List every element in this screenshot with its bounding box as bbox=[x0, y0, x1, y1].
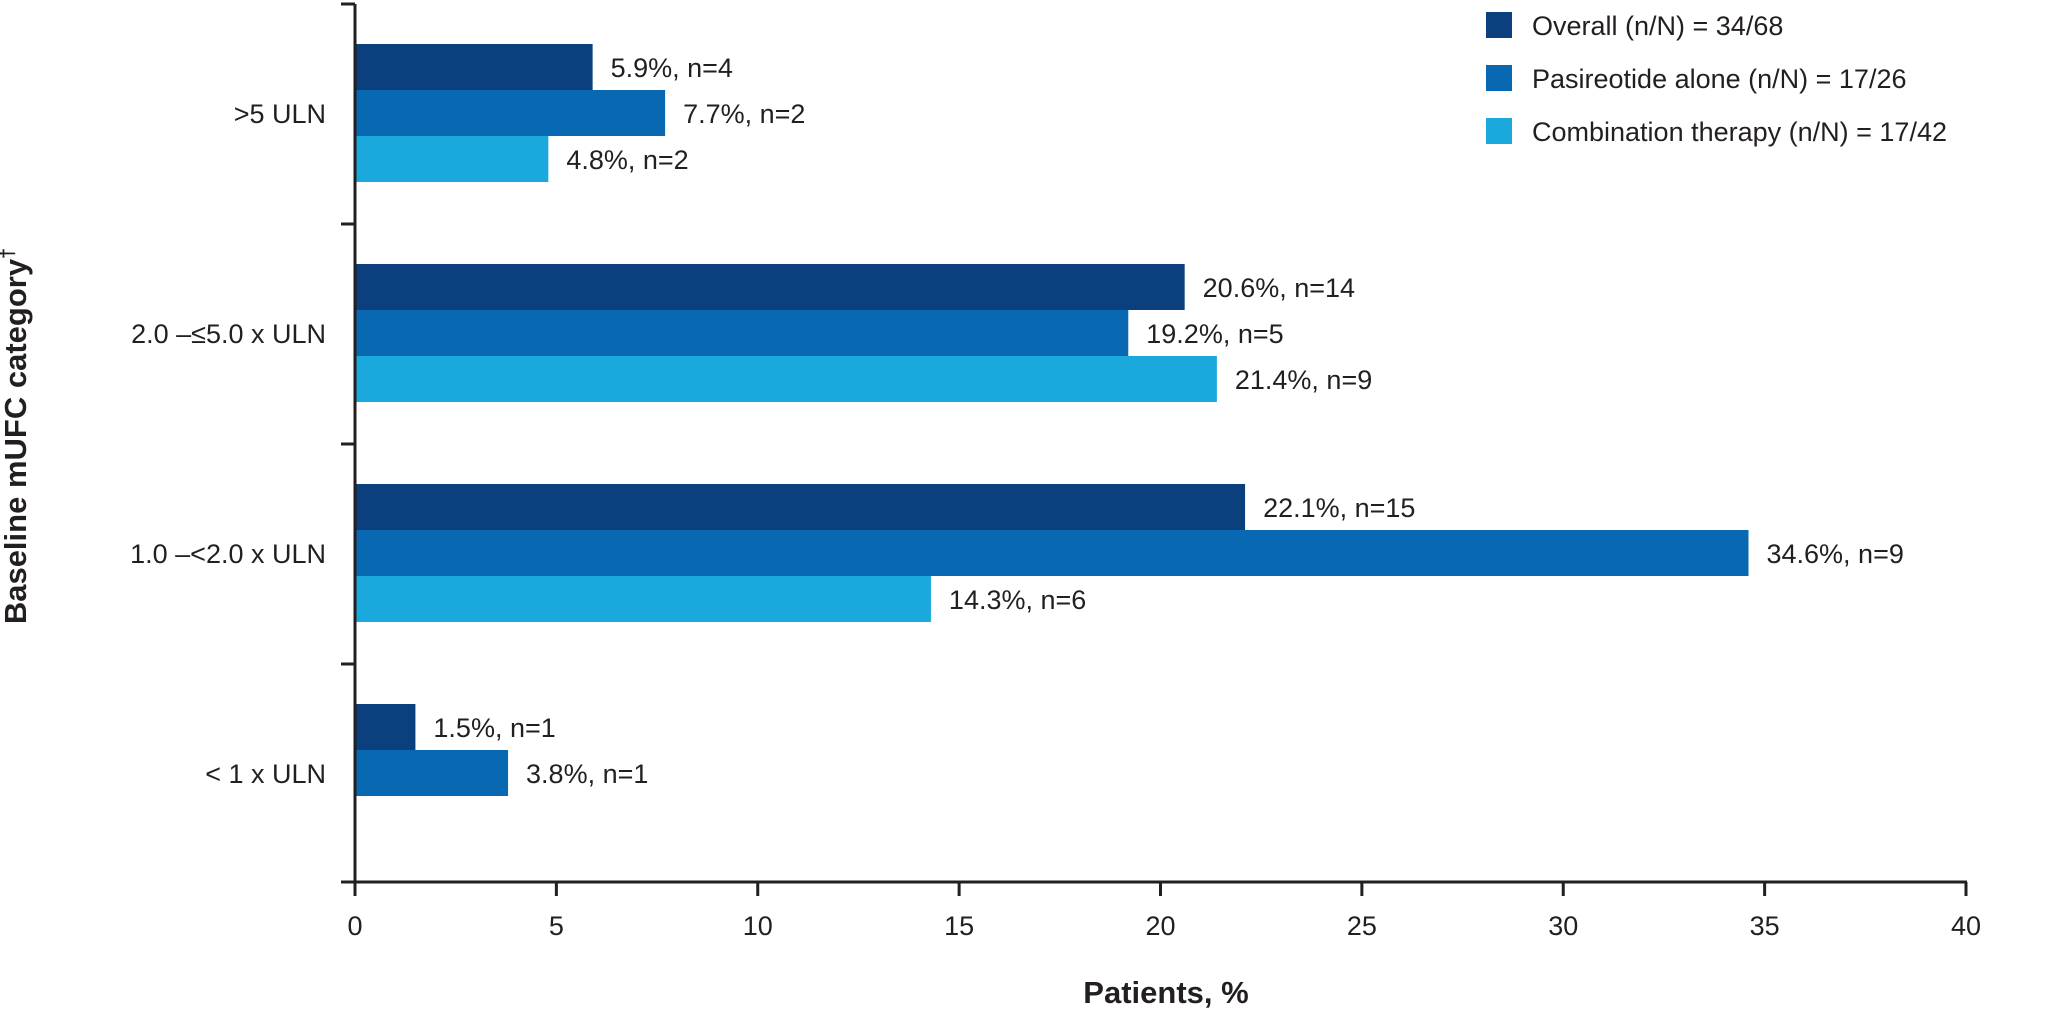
data-labels-layer: 5.9%, n=4 20.6%, n=14 22.1%, n=15 1.5%, n=1… bbox=[433, 53, 1903, 789]
legend-label-series-1: Overall (n/N) = 34/68 bbox=[1532, 11, 1783, 41]
y-tick-label-2-0-5-0-x-uln: 2.0 –≤5.0 x ULN bbox=[131, 319, 326, 349]
x-tick-label-40: 40 bbox=[1951, 911, 1981, 941]
legend-label-series-2: Pasireotide alone (n/N) = 17/26 bbox=[1532, 64, 1906, 94]
x-tick-label-10: 10 bbox=[743, 911, 773, 941]
data-label-2-0-5-0-x-uln-series-2: 19.2%, n=5 bbox=[1146, 319, 1283, 349]
axes-layer: >5 ULN 2.0 –≤5.0 x ULN 1.0 –<2.0 x ULN < 1 … bbox=[130, 2, 1981, 941]
legend-label-series-3: Combination therapy (n/N) = 17/42 bbox=[1532, 117, 1947, 147]
bar-5-uln-series-3 bbox=[355, 136, 549, 182]
y-tick-label-5-uln: >5 ULN bbox=[234, 99, 326, 129]
bar-5-uln-series-1 bbox=[355, 44, 593, 90]
bar-1-x-uln-series-2 bbox=[355, 750, 509, 796]
legend-swatch-series-2 bbox=[1486, 65, 1512, 91]
bar-1-0-2-0-x-uln-series-3 bbox=[355, 576, 931, 622]
legend-swatch-series-3 bbox=[1486, 118, 1512, 144]
legend: Overall (n/N) = 34/68 Pasireotide alone (… bbox=[1486, 11, 1947, 147]
legend-swatch-series-1 bbox=[1486, 12, 1512, 38]
y-axis-title-superscript: † bbox=[0, 248, 19, 259]
x-tick-label-0: 0 bbox=[347, 911, 362, 941]
y-axis-title: Baseline mUFC category† bbox=[0, 248, 33, 624]
data-label-2-0-5-0-x-uln-series-3: 21.4%, n=9 bbox=[1235, 365, 1372, 395]
data-label-5-uln-series-2: 7.7%, n=2 bbox=[683, 99, 805, 129]
x-tick-label-5: 5 bbox=[549, 911, 564, 941]
bar-1-0-2-0-x-uln-series-2 bbox=[355, 530, 1749, 576]
data-label-5-uln-series-1: 5.9%, n=4 bbox=[611, 53, 733, 83]
x-tick-label-20: 20 bbox=[1145, 911, 1175, 941]
data-label-1-x-uln-series-2: 3.8%, n=1 bbox=[526, 759, 648, 789]
bar-5-uln-series-2 bbox=[355, 90, 666, 136]
data-label-1-0-2-0-x-uln-series-3: 14.3%, n=6 bbox=[949, 585, 1086, 615]
data-label-2-0-5-0-x-uln-series-1: 20.6%, n=14 bbox=[1203, 273, 1355, 303]
y-tick-label-1-x-uln: < 1 x ULN bbox=[205, 759, 326, 789]
bar-1-x-uln-series-1 bbox=[355, 704, 416, 750]
bar-2-0-5-0-x-uln-series-2 bbox=[355, 310, 1129, 356]
data-label-1-0-2-0-x-uln-series-2: 34.6%, n=9 bbox=[1767, 539, 1904, 569]
y-tick-label-1-0-2-0-x-uln: 1.0 –<2.0 x ULN bbox=[130, 539, 326, 569]
x-axis-title: Patients, % bbox=[1083, 975, 1248, 1010]
bars-layer bbox=[355, 44, 1749, 796]
x-tick-label-30: 30 bbox=[1548, 911, 1578, 941]
x-tick-label-15: 15 bbox=[944, 911, 974, 941]
data-label-1-0-2-0-x-uln-series-1: 22.1%, n=15 bbox=[1263, 493, 1415, 523]
data-label-1-x-uln-series-1: 1.5%, n=1 bbox=[433, 713, 555, 743]
x-tick-label-35: 35 bbox=[1750, 911, 1780, 941]
bar-1-0-2-0-x-uln-series-1 bbox=[355, 484, 1246, 530]
y-axis-title-text: Baseline mUFC category bbox=[0, 258, 33, 624]
x-tick-label-25: 25 bbox=[1347, 911, 1377, 941]
bar-2-0-5-0-x-uln-series-3 bbox=[355, 356, 1217, 402]
data-label-5-uln-series-3: 4.8%, n=2 bbox=[566, 145, 688, 175]
bar-2-0-5-0-x-uln-series-1 bbox=[355, 264, 1185, 310]
